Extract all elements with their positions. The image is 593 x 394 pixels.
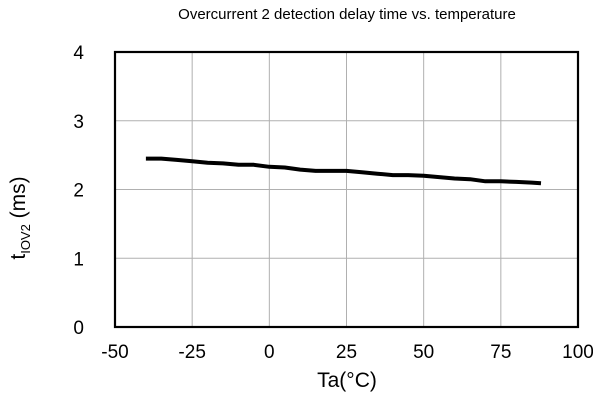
y-axis-ticks: 0 1 2 3 4	[73, 43, 84, 339]
x-axis-label: Ta(°C)	[317, 369, 377, 392]
x-tick-label: -50	[101, 342, 128, 363]
y-tick-label: 3	[73, 112, 84, 133]
x-tick-label: 50	[413, 342, 434, 363]
y-axis-label: tIOV2 (ms)	[7, 176, 33, 259]
y-axis-label-subscript: IOV2	[18, 224, 33, 254]
series-layer	[145, 156, 542, 186]
x-tick-label: 0	[264, 342, 275, 363]
y-axis-label-unit: (ms)	[7, 176, 30, 224]
x-tick-label: 25	[336, 342, 357, 363]
grid-lines	[115, 52, 578, 327]
series-line-1	[145, 156, 542, 186]
y-tick-label: 1	[73, 249, 84, 270]
y-tick-label: 0	[73, 318, 84, 339]
x-tick-label: -25	[178, 342, 205, 363]
x-axis-ticks: -50 -25 0 25 50 75 100	[101, 342, 593, 363]
plot-area-frame	[113, 50, 580, 329]
y-axis-label-main: t	[7, 254, 30, 260]
y-tick-label: 4	[73, 43, 84, 64]
y-tick-label: 2	[73, 181, 84, 202]
chart-title: Overcurrent 2 detection delay time vs. t…	[178, 6, 516, 23]
x-tick-label: 100	[562, 342, 593, 363]
x-tick-label: 75	[490, 342, 511, 363]
